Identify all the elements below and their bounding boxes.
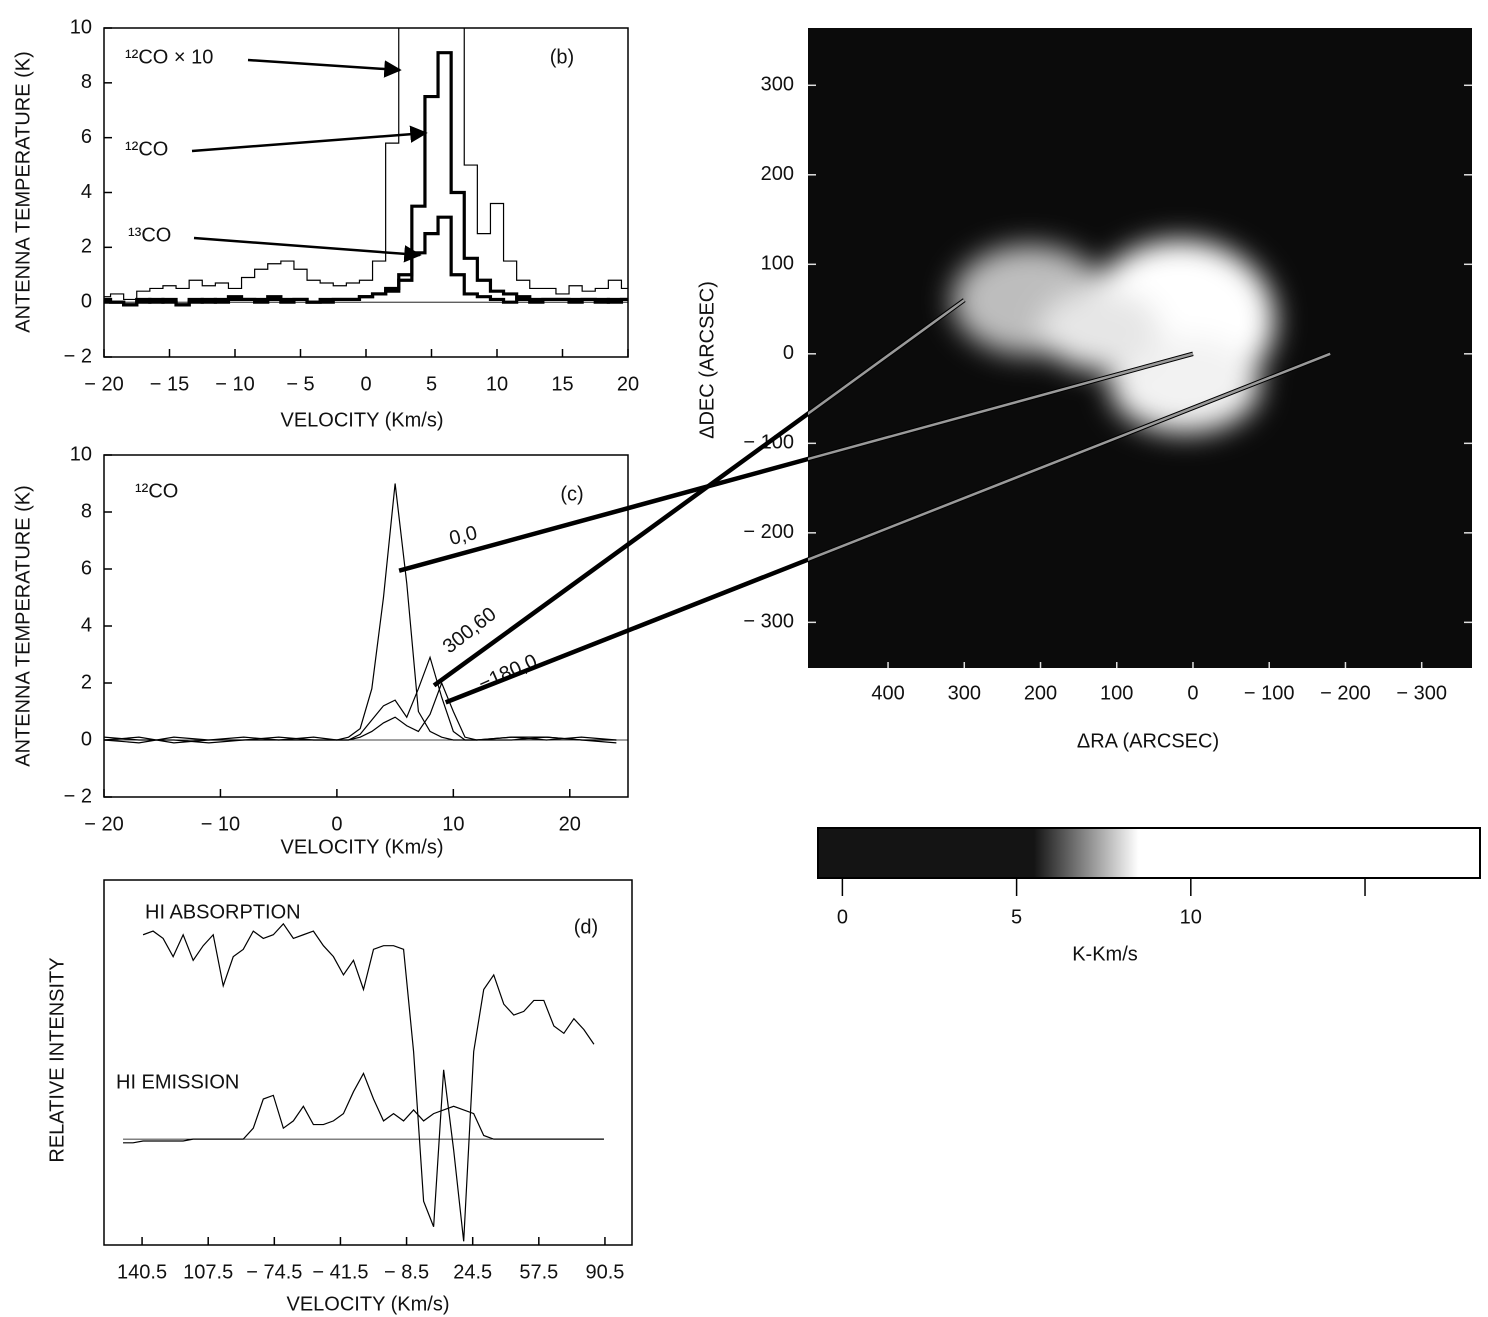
series-label: 0,0	[447, 522, 479, 550]
annotation: ¹²CO	[135, 480, 178, 502]
y-tick-label: 100	[761, 253, 794, 275]
x-tick-label: 0	[360, 373, 371, 395]
series-line	[104, 215, 628, 307]
x-tick-label: − 15	[150, 373, 189, 395]
x-tick-label: 107.5	[183, 1261, 233, 1283]
x-tick-label: − 10	[215, 373, 254, 395]
y-tick-label: − 2	[64, 345, 92, 367]
y-tick-label: 300	[761, 74, 794, 96]
colorbar	[817, 827, 1481, 879]
x-tick-label: 20	[617, 373, 639, 395]
x-tick-label: 10	[1180, 906, 1202, 928]
series-line	[123, 1072, 604, 1144]
x-tick-label: − 300	[1396, 682, 1447, 704]
x-tick-label: − 20	[84, 373, 123, 395]
series-label: ¹²CO	[125, 138, 168, 160]
series-line	[142, 922, 595, 1242]
y-axis-label: ANTENNA TEMPERATURE (K)	[12, 51, 34, 333]
y-axis-label: RELATIVE INTENSITY	[46, 957, 68, 1162]
x-tick-label: 0	[1187, 682, 1198, 704]
y-axis-label: ANTENNA TEMPERATURE (K)	[12, 485, 34, 767]
x-tick-label: 200	[1024, 682, 1057, 704]
y-tick-label: 2	[81, 671, 92, 693]
x-axis-label: VELOCITY (Km/s)	[287, 1293, 450, 1315]
position-connector-map	[808, 352, 1194, 461]
nebula-core	[1110, 337, 1260, 433]
x-tick-label: − 5	[286, 373, 314, 395]
series-line	[104, 681, 617, 744]
x-tick-label: − 10	[201, 813, 240, 835]
x-axis-label: VELOCITY (Km/s)	[281, 409, 444, 431]
series-line	[104, 483, 617, 744]
position-connector-map	[808, 352, 1331, 561]
x-tick-label: 0	[837, 906, 848, 928]
series-label: ¹³CO	[128, 224, 171, 246]
x-tick-label: − 74.5	[246, 1261, 302, 1283]
panel: (b)	[550, 46, 574, 68]
y-tick-label: 6	[81, 126, 92, 148]
x-axis-label: K-Km/s	[1072, 943, 1138, 965]
y-tick-label: 200	[761, 163, 794, 185]
plot-frame	[103, 879, 633, 1246]
x-axis-label: VELOCITY (Km/s)	[281, 836, 444, 858]
y-tick-label: 8	[81, 71, 92, 93]
x-tick-label: 300	[948, 682, 981, 704]
y-tick-label: 0	[783, 342, 794, 364]
x-tick-label: 5	[426, 373, 437, 395]
series-label: 300,60	[439, 603, 501, 658]
x-tick-label: 400	[871, 682, 904, 704]
x-tick-label: 0	[331, 813, 342, 835]
plot-frame	[103, 27, 629, 358]
x-tick-label: 10	[442, 813, 464, 835]
series-label: ¹²CO × 10	[125, 46, 213, 68]
x-tick-label: 5	[1011, 906, 1022, 928]
x-tick-label: − 20	[84, 813, 123, 835]
y-tick-label: − 200	[743, 521, 794, 543]
y-tick-label: 10	[70, 443, 92, 465]
x-tick-label: 140.5	[117, 1261, 167, 1283]
x-tick-label: 20	[559, 813, 581, 835]
x-tick-label: 10	[486, 373, 508, 395]
series-label: HI EMISSION	[116, 1071, 239, 1093]
y-tick-label: − 2	[64, 785, 92, 807]
x-tick-label: − 41.5	[312, 1261, 368, 1283]
y-tick-label: 4	[81, 181, 92, 203]
label-arrow	[247, 58, 402, 78]
y-tick-label: 4	[81, 614, 92, 636]
series-line	[104, 51, 628, 307]
x-tick-label: 90.5	[585, 1261, 624, 1283]
y-tick-label: 2	[81, 236, 92, 258]
x-tick-label: 15	[551, 373, 573, 395]
x-tick-label: 57.5	[519, 1261, 558, 1283]
series-line	[104, 28, 628, 301]
nebula	[952, 240, 1275, 433]
panel: (c)	[560, 483, 583, 505]
y-axis-label: ΔDEC (ARCSEC)	[696, 281, 718, 439]
y-tick-label: 8	[81, 500, 92, 522]
y-tick-label: 6	[81, 557, 92, 579]
y-tick-label: − 300	[743, 611, 794, 633]
label-arrow	[191, 125, 428, 153]
series-label: HI ABSORPTION	[145, 901, 301, 923]
position-connector-map	[808, 299, 966, 416]
x-tick-label: 24.5	[453, 1261, 492, 1283]
x-tick-label: 100	[1100, 682, 1133, 704]
y-tick-label: 0	[81, 290, 92, 312]
x-tick-label: − 8.5	[384, 1261, 429, 1283]
plot-frame	[103, 454, 629, 798]
x-axis-label: ΔRA (ARCSEC)	[1077, 730, 1219, 752]
label-arrow	[193, 236, 422, 263]
x-tick-label: − 100	[1244, 682, 1295, 704]
nebula-bridge	[1040, 290, 1160, 370]
panel: (d)	[574, 916, 598, 938]
y-tick-label: 10	[70, 16, 92, 38]
x-tick-label: − 200	[1320, 682, 1371, 704]
y-tick-label: 0	[81, 728, 92, 750]
